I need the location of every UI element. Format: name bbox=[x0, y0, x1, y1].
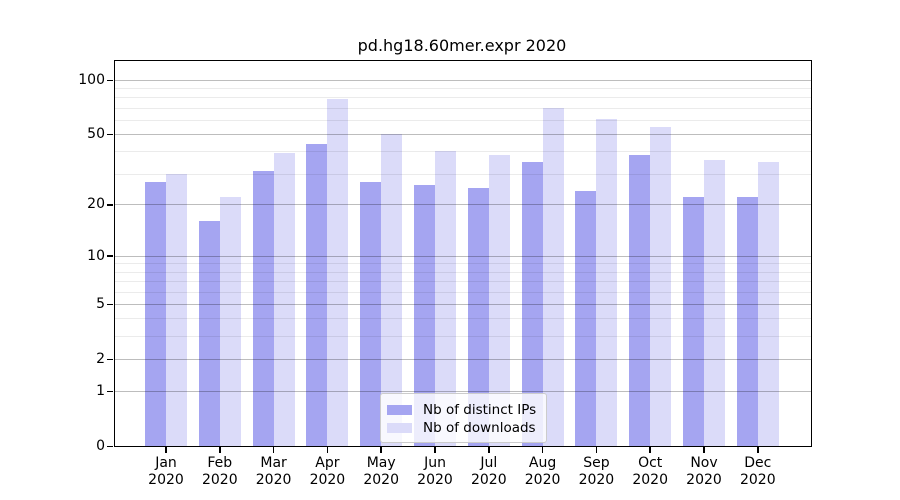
bar-downloads-may bbox=[381, 134, 403, 446]
x-tick-label: Jul 2020 bbox=[470, 455, 507, 488]
x-axis-tick bbox=[541, 446, 544, 453]
x-tick-label: Nov 2020 bbox=[686, 455, 722, 488]
chart-title: pd.hg18.60mer.expr 2020 bbox=[357, 36, 567, 55]
legend-label-downloads: Nb of downloads bbox=[423, 419, 536, 436]
bar-downloads-apr bbox=[327, 99, 349, 446]
x-axis-tick bbox=[165, 446, 167, 453]
bar-distinct-ips-sep bbox=[575, 190, 597, 446]
x-tick-label: Aug 2020 bbox=[524, 455, 561, 488]
y-axis-tick bbox=[107, 255, 114, 257]
x-axis-tick bbox=[272, 446, 275, 453]
x-axis-tick bbox=[595, 446, 598, 453]
y-axis-tick bbox=[107, 303, 114, 306]
x-tick-label: Mar 2020 bbox=[255, 455, 292, 488]
y-axis-tick bbox=[107, 133, 114, 136]
bar-distinct-ips-dec bbox=[736, 197, 758, 446]
bar-distinct-ips-feb bbox=[198, 221, 220, 446]
bar-distinct-ips-jan bbox=[145, 181, 166, 446]
y-axis-tick bbox=[107, 79, 114, 82]
y-tick-label: 20 bbox=[87, 196, 105, 213]
bar-downloads-dec bbox=[757, 161, 779, 446]
bar-distinct-ips-jun bbox=[414, 184, 435, 446]
y-tick-label: 0 bbox=[96, 438, 105, 454]
legend-row-distinct-ips: Nb of distinct IPs bbox=[387, 401, 542, 418]
y-tick-label: 100 bbox=[78, 71, 105, 88]
bar-downloads-mar bbox=[273, 153, 295, 446]
x-axis-tick bbox=[703, 446, 705, 453]
y-axis-tick bbox=[107, 390, 114, 393]
y-axis-tick bbox=[107, 358, 114, 361]
bar-distinct-ips-nov bbox=[683, 197, 704, 446]
x-axis-tick bbox=[757, 446, 759, 453]
legend-label-distinct-ips: Nb of distinct IPs bbox=[423, 401, 537, 418]
y-tick-label: 10 bbox=[87, 247, 105, 264]
bar-downloads-jun bbox=[435, 151, 456, 446]
x-tick-label: Jan 2020 bbox=[148, 455, 184, 488]
bar-downloads-oct bbox=[650, 126, 672, 446]
x-tick-label: Sep 2020 bbox=[578, 455, 615, 488]
x-tick-label: Apr 2020 bbox=[309, 455, 346, 488]
legend-swatch-distinct-ips bbox=[387, 404, 412, 415]
y-tick-label: 5 bbox=[96, 295, 105, 312]
x-tick-label: Jun 2020 bbox=[417, 455, 453, 488]
bar-distinct-ips-jul bbox=[467, 187, 489, 446]
bar-downloads-feb bbox=[219, 197, 241, 446]
axes-layer: 0 1 2 5 10 20 50 100 Jan 2020 Feb 2020 Mar 2020 Apr 202… bbox=[78, 61, 811, 488]
legend-swatch-downloads bbox=[387, 422, 412, 433]
y-axis-tick bbox=[107, 204, 114, 206]
bar-downloads-sep bbox=[596, 118, 618, 446]
legend: Nb of distinct IPs Nb of downloads bbox=[380, 393, 547, 443]
y-tick-label: 50 bbox=[87, 126, 105, 142]
y-tick-label: 2 bbox=[96, 350, 105, 367]
x-axis-tick bbox=[380, 446, 382, 453]
bars-layer bbox=[115, 61, 811, 446]
plot-area: 0 1 2 5 10 20 50 100 Jan 2020 Feb 2020 Mar 2020 Apr 202… bbox=[78, 60, 812, 488]
bar-downloads-jul bbox=[488, 155, 510, 446]
bar-downloads-aug bbox=[542, 107, 564, 446]
y-axis-tick bbox=[107, 445, 114, 448]
y-tick-label: 1 bbox=[96, 383, 105, 399]
bar-distinct-ips-may bbox=[360, 181, 382, 446]
x-tick-label: Oct 2020 bbox=[632, 455, 668, 488]
x-axis-tick bbox=[434, 446, 436, 453]
x-axis-tick bbox=[649, 446, 651, 453]
x-tick-label: May 2020 bbox=[363, 455, 399, 488]
x-axis-tick bbox=[326, 446, 329, 453]
bar-distinct-ips-apr bbox=[306, 143, 328, 446]
bar-downloads-nov bbox=[704, 159, 725, 446]
x-axis-tick bbox=[488, 446, 490, 453]
x-tick-label: Feb 2020 bbox=[201, 455, 238, 488]
x-axis-tick bbox=[219, 446, 221, 453]
bar-distinct-ips-oct bbox=[629, 155, 651, 446]
legend-row-downloads: Nb of downloads bbox=[387, 419, 542, 436]
bar-distinct-ips-mar bbox=[252, 171, 274, 446]
x-tick-label: Dec 2020 bbox=[739, 455, 776, 488]
bar-downloads-jan bbox=[166, 173, 187, 446]
bar-distinct-ips-aug bbox=[521, 161, 543, 446]
